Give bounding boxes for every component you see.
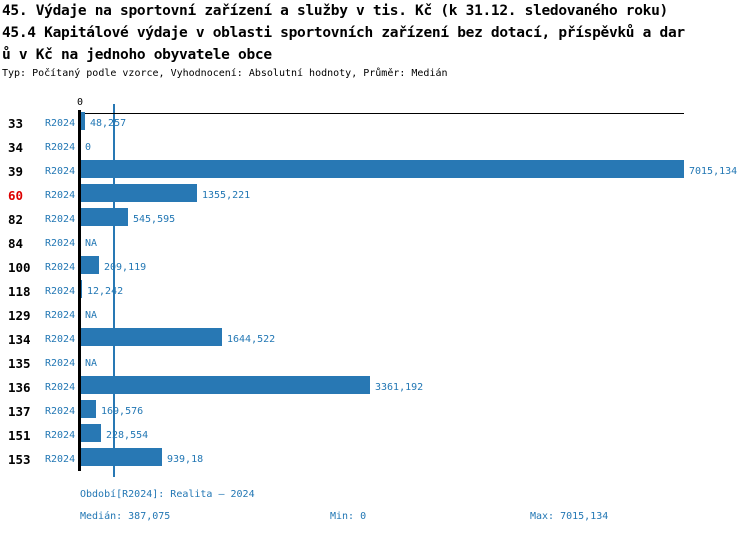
series-label: R2024 <box>45 334 76 345</box>
chart-row: 151 R2024 228,554 <box>0 424 750 448</box>
value-label: 1355,221 <box>202 190 251 201</box>
value-label: 939,18 <box>167 454 204 465</box>
chart-row: 134 R2024 1644,522 <box>0 328 750 352</box>
row-number: 39 <box>8 164 24 179</box>
row-number: 134 <box>8 332 31 347</box>
chart-row: 118 R2024 12,242 <box>0 280 750 304</box>
chart-row: 82 R2024 545,595 <box>0 208 750 232</box>
bar <box>81 448 162 466</box>
bar <box>81 184 197 202</box>
series-label: R2024 <box>45 358 76 369</box>
row-number: 118 <box>8 284 31 299</box>
series-label: R2024 <box>45 118 76 129</box>
series-label: R2024 <box>45 382 76 393</box>
chart-row: 153 R2024 939,18 <box>0 448 750 472</box>
chart-row: 137 R2024 169,576 <box>0 400 750 424</box>
row-number: 60 <box>8 188 24 203</box>
footer-median-label: Medián: 387,075 <box>80 511 171 522</box>
row-number: 136 <box>8 380 31 395</box>
bar <box>81 376 370 394</box>
row-number: 129 <box>8 308 31 323</box>
bar <box>81 112 85 130</box>
series-label: R2024 <box>45 238 76 249</box>
chart-row: 135 R2024 NA <box>0 352 750 376</box>
chart-row: 33 R2024 48,257 <box>0 112 750 136</box>
axis-top-line <box>78 113 684 114</box>
series-label: R2024 <box>45 430 76 441</box>
bar <box>81 256 99 274</box>
chart-row: 34 R2024 0 <box>0 136 750 160</box>
series-label: R2024 <box>45 190 76 201</box>
value-label: 48,257 <box>90 118 127 129</box>
chart-row: 60 R2024 1355,221 <box>0 184 750 208</box>
value-label: 209,119 <box>104 262 147 273</box>
series-label: R2024 <box>45 406 76 417</box>
chart-row: 100 R2024 209,119 <box>0 256 750 280</box>
chart-title-line2: 45.4 Kapitálové výdaje v oblasti sportov… <box>2 25 685 41</box>
bar <box>81 280 82 298</box>
value-label: 1644,522 <box>227 334 276 345</box>
footer-min-label: Min: 0 <box>330 511 367 522</box>
chart-row: 84 R2024 NA <box>0 232 750 256</box>
chart-row: 129 R2024 NA <box>0 304 750 328</box>
chart-title-line1: 45. Výdaje na sportovní zařízení a služb… <box>2 3 668 19</box>
row-number: 84 <box>8 236 24 251</box>
value-label: NA <box>85 238 98 249</box>
value-label: 12,242 <box>87 286 124 297</box>
chart-row: 39 R2024 7015,134 <box>0 160 750 184</box>
row-number: 153 <box>8 452 31 467</box>
row-number: 135 <box>8 356 31 371</box>
median-line <box>113 104 115 477</box>
footer-period-label: Období[R2024]: Realita – 2024 <box>80 489 255 500</box>
series-label: R2024 <box>45 454 76 465</box>
row-number: 100 <box>8 260 31 275</box>
bar <box>81 424 101 442</box>
series-label: R2024 <box>45 310 76 321</box>
series-label: R2024 <box>45 166 76 177</box>
footer-max-label: Max: 7015,134 <box>530 511 609 522</box>
series-label: R2024 <box>45 214 76 225</box>
row-number: 151 <box>8 428 31 443</box>
value-label: 7015,134 <box>689 166 738 177</box>
series-label: R2024 <box>45 142 76 153</box>
series-label: R2024 <box>45 262 76 273</box>
value-label: NA <box>85 310 98 321</box>
value-label: 0 <box>85 142 92 153</box>
row-number: 137 <box>8 404 31 419</box>
bar <box>81 208 128 226</box>
value-label: 545,595 <box>133 214 176 225</box>
row-number: 82 <box>8 212 24 227</box>
axis-zero-line <box>78 110 81 471</box>
bar <box>81 400 96 418</box>
chart-row: 136 R2024 3361,192 <box>0 376 750 400</box>
bar <box>81 328 222 346</box>
value-label: 3361,192 <box>375 382 424 393</box>
value-label: 228,554 <box>106 430 149 441</box>
chart-meta-line: Typ: Počítaný podle vzorce, Vyhodnocení:… <box>2 68 448 79</box>
chart-title-line3: ů v Kč na jednoho obyvatele obce <box>2 47 272 63</box>
value-label: NA <box>85 358 98 369</box>
row-number: 33 <box>8 116 24 131</box>
value-label: 169,576 <box>101 406 144 417</box>
axis-zero-tick-label: 0 <box>76 97 84 108</box>
bar <box>81 160 684 178</box>
row-number: 34 <box>8 140 24 155</box>
series-label: R2024 <box>45 286 76 297</box>
